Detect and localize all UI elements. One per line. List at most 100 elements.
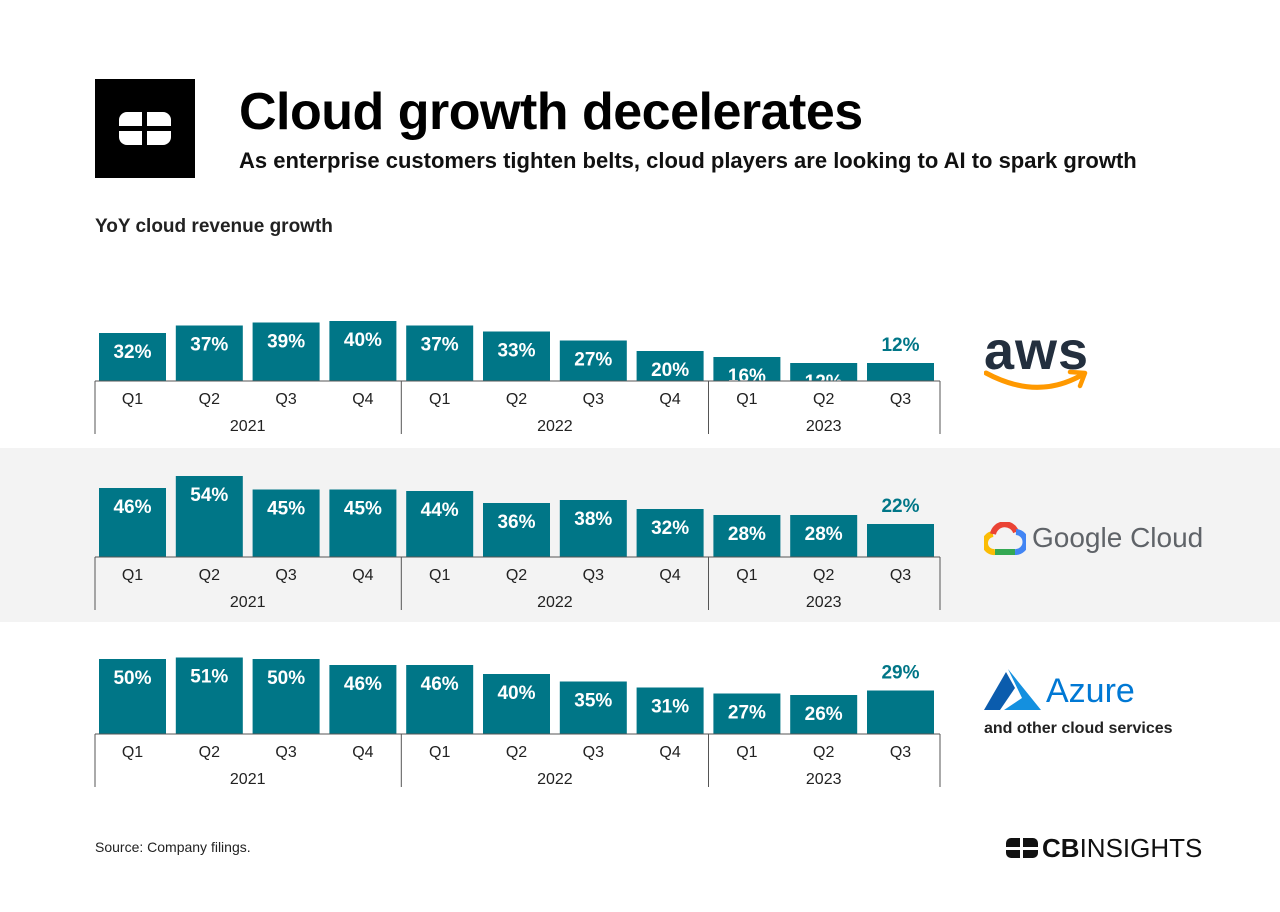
bar xyxy=(867,363,934,381)
bar-value-label: 27% xyxy=(728,703,766,724)
aws-chart-svg: 32% Q1 37% Q2 39% Q3 40% Q4 37% Q1 33% Q2 27% Q3 20% Q4… xyxy=(94,321,941,435)
bar-value-label: 45% xyxy=(267,499,305,520)
bar xyxy=(559,340,627,381)
bar xyxy=(406,325,474,381)
bar-value-label: 38% xyxy=(574,509,612,530)
quarter-tick-label: Q3 xyxy=(275,567,296,584)
quarter-tick-label: Q1 xyxy=(122,391,143,408)
bar-value-label: 54% xyxy=(190,485,228,506)
cb-insights-wordmark: CBINSIGHTS xyxy=(1042,834,1202,862)
bar xyxy=(713,515,781,557)
azure-subtitle: and other cloud services xyxy=(984,720,1173,737)
bar xyxy=(175,476,243,557)
quarter-tick-label: Q1 xyxy=(122,744,143,761)
bar xyxy=(867,690,934,734)
quarter-tick-label: Q2 xyxy=(506,391,527,408)
page-subtitle: As enterprise customers tighten belts, c… xyxy=(239,148,1137,173)
bar xyxy=(329,489,397,557)
bar-value-label: 26% xyxy=(805,704,843,725)
quarter-tick-label: Q3 xyxy=(890,744,911,761)
quarter-tick-label: Q3 xyxy=(890,567,911,584)
year-tick-label: 2021 xyxy=(230,771,266,788)
bar-value-label: 22% xyxy=(881,496,919,517)
quarter-tick-label: Q2 xyxy=(506,744,527,761)
bar xyxy=(790,363,858,381)
bar xyxy=(252,489,320,557)
bar xyxy=(483,674,550,734)
bar xyxy=(713,357,781,381)
year-tick-label: 2022 xyxy=(537,594,573,611)
bar xyxy=(790,695,858,734)
cb-wordmark-light: INSIGHTS xyxy=(1079,833,1203,863)
bar xyxy=(559,681,627,734)
quarter-tick-label: Q4 xyxy=(659,391,680,408)
bar-value-label: 51% xyxy=(190,667,228,688)
quarter-tick-label: Q2 xyxy=(506,567,527,584)
cb-wordmark-bold: CB xyxy=(1042,833,1080,863)
quarter-tick-label: Q2 xyxy=(199,567,220,584)
bar-value-label: 16% xyxy=(728,366,766,387)
bar xyxy=(559,500,627,557)
bar xyxy=(406,665,474,734)
bar xyxy=(175,325,243,381)
bar-value-label: 39% xyxy=(267,332,305,353)
bar-value-label: 46% xyxy=(113,497,151,518)
year-tick-label: 2022 xyxy=(537,771,573,788)
aws-wordmark: aws xyxy=(984,321,1090,381)
aws-growth-chart: 32% Q1 37% Q2 39% Q3 40% Q4 37% Q1 33% Q2 27% Q3 20% Q4… xyxy=(0,260,960,440)
azure-growth-chart: 50% Q1 51% Q2 50% Q3 46% Q4 46% Q1 40% Q2 35% Q3 31% Q4… xyxy=(0,613,960,793)
bar-value-label: 28% xyxy=(805,524,843,545)
bar xyxy=(99,659,166,734)
quarter-tick-label: Q1 xyxy=(736,744,757,761)
bar-value-label: 27% xyxy=(574,350,612,371)
year-tick-label: 2021 xyxy=(230,418,266,435)
bar xyxy=(329,321,397,381)
quarter-tick-label: Q1 xyxy=(736,391,757,408)
quarter-tick-label: Q2 xyxy=(199,744,220,761)
quarter-tick-label: Q3 xyxy=(275,391,296,408)
quarter-tick-label: Q2 xyxy=(813,744,834,761)
year-tick-label: 2021 xyxy=(230,594,266,611)
year-tick-label: 2022 xyxy=(537,418,573,435)
quarter-tick-label: Q2 xyxy=(199,391,220,408)
bar-value-label: 50% xyxy=(267,668,305,689)
bar-value-label: 36% xyxy=(497,512,535,533)
bar-value-label: 35% xyxy=(574,691,612,712)
quarter-tick-label: Q4 xyxy=(659,567,680,584)
aws-smile-icon xyxy=(984,369,1088,390)
aws-logo: aws xyxy=(984,324,1094,398)
quarter-tick-label: Q1 xyxy=(736,567,757,584)
google-cloud-wordmark: Google Cloud xyxy=(1032,522,1204,553)
cb-insights-logo-mark xyxy=(95,79,195,178)
quarter-tick-label: Q1 xyxy=(429,391,450,408)
quarter-tick-label: Q4 xyxy=(352,744,373,761)
year-tick-label: 2023 xyxy=(806,418,842,435)
bar-value-label: 37% xyxy=(421,335,459,356)
bar-value-label: 31% xyxy=(651,697,689,718)
quarter-tick-label: Q1 xyxy=(122,567,143,584)
quarter-tick-label: Q2 xyxy=(813,391,834,408)
bar-value-label: 28% xyxy=(728,524,766,545)
bar-value-label: 20% xyxy=(651,360,689,381)
bar-value-label: 12% xyxy=(881,335,919,356)
bar-value-label: 46% xyxy=(421,674,459,695)
quarter-tick-label: Q4 xyxy=(659,744,680,761)
bar xyxy=(252,659,320,734)
bar xyxy=(175,657,243,734)
year-tick-label: 2023 xyxy=(806,594,842,611)
bar xyxy=(713,693,781,734)
google-cloud-logo: Google Cloud xyxy=(984,520,1214,560)
google-cloud-icon xyxy=(984,522,1026,556)
google-cloud-growth-chart: 46% Q1 54% Q2 45% Q3 45% Q4 44% Q1 36% Q2 38% Q3 32% Q4… xyxy=(0,436,960,616)
bar xyxy=(867,524,934,557)
cb-insights-mark-icon xyxy=(1006,838,1038,858)
azure-logo: Azure and other cloud services xyxy=(984,668,1184,744)
bar xyxy=(636,351,704,381)
bar xyxy=(483,503,550,557)
quarter-tick-label: Q3 xyxy=(583,567,604,584)
bar-value-label: 40% xyxy=(497,683,535,704)
quarter-tick-label: Q1 xyxy=(429,744,450,761)
bar-value-label: 32% xyxy=(113,342,151,363)
bar-value-label: 50% xyxy=(113,668,151,689)
quarter-tick-label: Q4 xyxy=(352,391,373,408)
